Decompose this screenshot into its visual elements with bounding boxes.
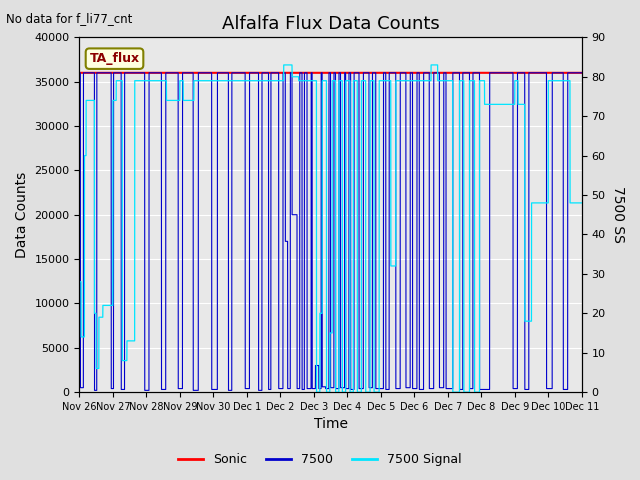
Title: Alfalfa Flux Data Counts: Alfalfa Flux Data Counts [221,15,440,33]
Text: No data for f_li77_cnt: No data for f_li77_cnt [6,12,132,25]
Text: TA_flux: TA_flux [90,52,140,65]
Y-axis label: 7500 SS: 7500 SS [611,186,625,243]
Y-axis label: Data Counts: Data Counts [15,172,29,258]
X-axis label: Time: Time [314,418,348,432]
Legend: Sonic, 7500, 7500 Signal: Sonic, 7500, 7500 Signal [173,448,467,471]
